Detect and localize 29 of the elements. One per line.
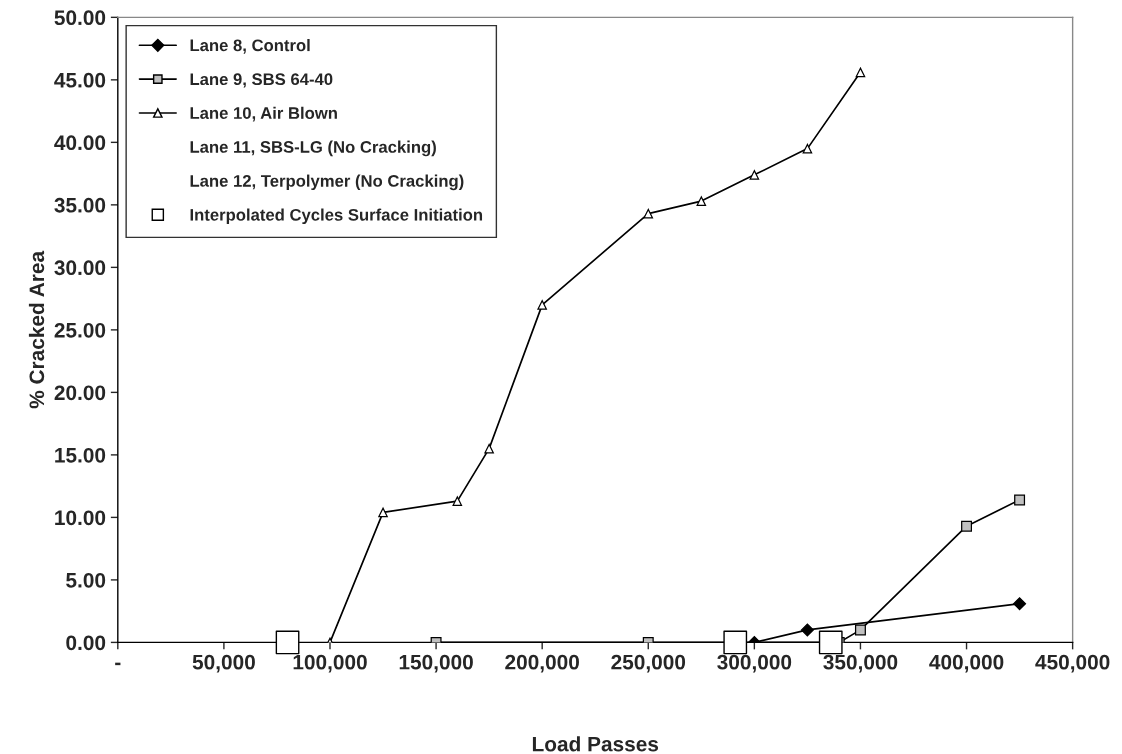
y-tick-label: 35.00 [54, 197, 106, 213]
x-tick-label: 450,000 [1035, 654, 1110, 673]
text: Lane 12, Terpolymer (No Cracking) [190, 174, 464, 191]
x-tick-label: 250,000 [611, 654, 686, 673]
x-axis-title: Load Passes [532, 736, 659, 752]
y-tick-label: 15.00 [55, 447, 106, 463]
x-tick-label: 100,000 [293, 654, 367, 673]
y-tick-label: 10.00 [55, 510, 106, 526]
legend-label: Lane 10, Air Blown [190, 106, 337, 122]
y-tick-label: 5.00 [66, 572, 106, 588]
y-axis-title: % Cracked Area [28, 250, 45, 409]
y-tick-label: 30.00 [54, 260, 106, 276]
y-tick-label: 40.00 [54, 135, 106, 151]
y-tick-label: 45.00 [54, 72, 106, 88]
x-tick-label: 50,000 [192, 654, 255, 673]
x-tick-label: 300,000 [717, 654, 792, 673]
x-tick-label: 200,000 [505, 654, 579, 673]
y-tick-label: 25.00 [54, 322, 106, 338]
x-tick-label: 350,000 [823, 654, 898, 673]
x-tick-label: 150,000 [399, 654, 473, 673]
x-tick-label: 400,000 [929, 654, 1004, 673]
legend-label: Lane 8, Control [190, 39, 310, 54]
legend-label: Interpolated Cycles Surface Initiation [190, 208, 483, 225]
text: Lane 11, SBS-LG (No Cracking) [190, 140, 436, 157]
x-tick-label: - [115, 662, 121, 666]
y-tick-label: 50.00 [54, 10, 106, 26]
y-tick-label: 20.00 [54, 385, 106, 401]
y-tick-label: 0.00 [66, 635, 106, 651]
legend-label: Lane 9, SBS 64-40 [190, 73, 333, 88]
